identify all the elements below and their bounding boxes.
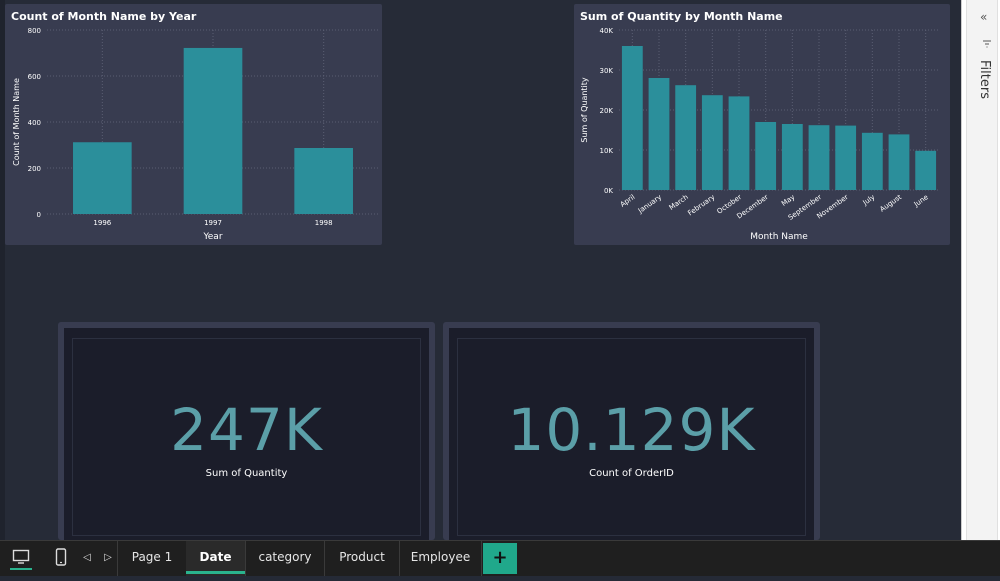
bar <box>755 122 777 190</box>
y-tick-label: 600 <box>28 73 41 81</box>
chart-title: Sum of Quantity by Month Name <box>580 10 783 23</box>
kpi-value: 247K <box>170 396 323 464</box>
desktop-icon[interactable] <box>6 541 36 576</box>
x-tick-label: 1996 <box>93 219 111 227</box>
kpi-label: Sum of Quantity <box>205 468 288 479</box>
x-tick-label: February <box>686 193 716 217</box>
y-tick-label: 40K <box>600 27 614 35</box>
kpi-card-frame <box>457 338 806 536</box>
y-tick-label: 20K <box>600 107 614 115</box>
x-tick-label: January <box>636 193 663 215</box>
bar <box>781 124 803 190</box>
bar <box>675 85 697 190</box>
funnel-icon <box>983 40 991 48</box>
y-axis-label: Count of Month Name <box>12 78 21 166</box>
add-page-button[interactable]: + <box>483 543 517 574</box>
kpi-label: Count of OrderID <box>589 468 674 479</box>
mobile-icon[interactable] <box>46 541 76 576</box>
x-tick-label: 1998 <box>315 219 333 227</box>
bar <box>861 132 883 190</box>
x-axis-label: Month Name <box>750 232 808 242</box>
canvas-left-edge <box>0 0 5 540</box>
y-tick-label: 0 <box>37 211 41 219</box>
kpi-card-frame <box>72 338 421 536</box>
tab-page-1[interactable]: Page 1 <box>117 541 187 576</box>
bar <box>835 125 857 190</box>
year-count-chart: 0 200 400 600 800 1996 1997 1998 Year Count of Mo… <box>12 27 379 242</box>
y-tick-label: 10K <box>600 147 614 155</box>
kpi-card-body: 10.129K Count of OrderID <box>449 328 814 540</box>
bar <box>888 134 910 190</box>
filters-pane[interactable]: « Filters <box>961 0 1000 540</box>
tab-product[interactable]: Product <box>325 541 400 576</box>
bar <box>915 150 937 190</box>
bar <box>701 95 723 190</box>
bar <box>648 78 670 190</box>
bar <box>73 142 132 214</box>
x-tick-label: 1997 <box>204 219 222 227</box>
x-tick-label: March <box>668 193 690 212</box>
kpi-card-quantity[interactable]: 247K Sum of Quantity <box>58 322 435 540</box>
x-tick-label: May <box>780 193 796 208</box>
x-tick-label: June <box>912 193 930 209</box>
y-tick-label: 0K <box>604 187 613 195</box>
kpi-card-body: 247K Sum of Quantity <box>64 328 429 540</box>
y-axis-label: Sum of Quantity <box>580 77 589 143</box>
chart-title: Count of Month Name by Year <box>11 10 197 23</box>
month-quantity-chart-card[interactable]: Sum of Quantity by Month Name 0K 10K 20K 30… <box>574 4 950 245</box>
page-tab-bar: ◁ ▷ Page 1 Date category Product Employe… <box>0 540 1000 576</box>
tab-category[interactable]: category <box>246 541 325 576</box>
tab-employee[interactable]: Employee <box>400 541 482 576</box>
kpi-card-orders[interactable]: 10.129K Count of OrderID <box>443 322 820 540</box>
y-tick-label: 200 <box>28 165 41 173</box>
next-page-icon[interactable]: ▷ <box>104 552 112 563</box>
x-tick-label: July <box>861 193 877 207</box>
x-tick-label: August <box>878 193 903 214</box>
x-tick-label: April <box>619 193 637 209</box>
prev-page-icon[interactable]: ◁ <box>83 552 91 563</box>
filters-pane-inner: « Filters <box>966 0 998 540</box>
collapse-filters-icon[interactable]: « <box>980 10 988 24</box>
y-tick-label: 30K <box>600 67 614 75</box>
x-axis-label: Year <box>202 232 222 242</box>
filters-label[interactable]: Filters <box>977 60 992 99</box>
kpi-value: 10.129K <box>507 396 756 464</box>
bar <box>728 96 750 190</box>
tab-date[interactable]: Date <box>186 541 246 576</box>
bar <box>808 125 830 190</box>
year-count-chart-card[interactable]: Count of Month Name by Year 0 200 400 600 80… <box>5 4 382 245</box>
y-tick-label: 400 <box>28 119 41 127</box>
bar <box>183 47 243 214</box>
y-tick-label: 800 <box>28 27 41 35</box>
bar <box>621 46 643 190</box>
bar <box>294 147 353 214</box>
